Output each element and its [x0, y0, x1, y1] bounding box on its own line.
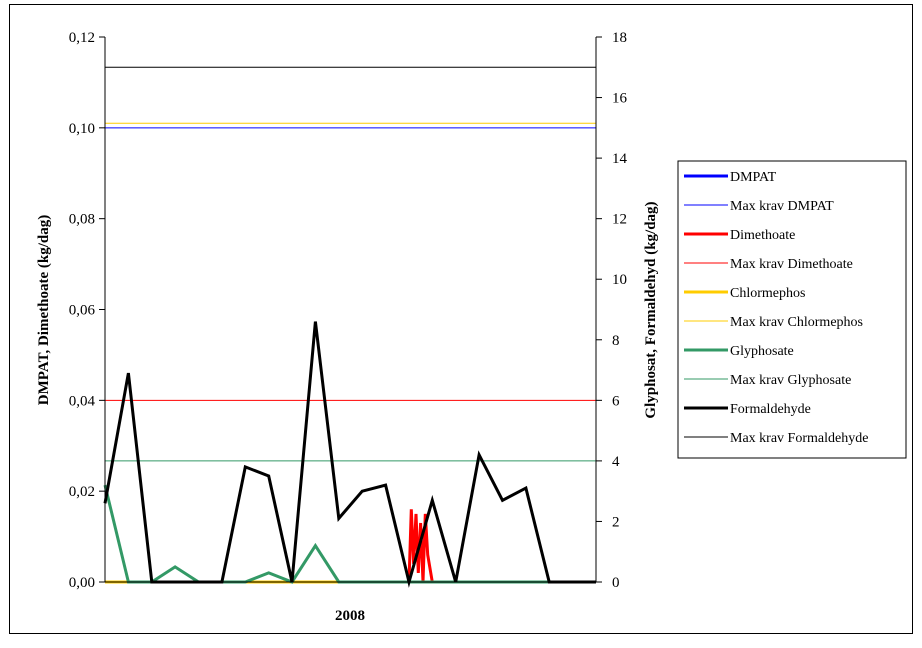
right-tick-label: 16	[612, 91, 628, 107]
series-formaldehyde	[103, 321, 596, 588]
legend-label-formaldehyde: Formaldehyde	[730, 402, 811, 417]
series-glyphosate	[103, 484, 596, 584]
right-tick-label: 18	[612, 30, 627, 46]
right-tick-label: 4	[612, 454, 620, 470]
right-tick-label: 8	[612, 333, 620, 349]
legend-label-chlormephos: Chlormephos	[730, 286, 805, 301]
left-axis-ticks: 0,00 0,02 0,04 0,06 0,08 0,10 0,12	[69, 30, 105, 591]
left-tick-label: 0,04	[69, 393, 96, 409]
legend: DMPAT Max krav DMPAT Dimethoate Max krav Di…	[677, 160, 907, 459]
left-tick-label: 0,06	[69, 303, 96, 319]
left-axis-title: DMPAT, Dimethoate (kg/dag)	[36, 215, 52, 405]
legend-label-max-krav-formaldehyde: Max krav Formaldehyde	[730, 431, 868, 446]
legend-label-max-krav-dimethoate: Max krav Dimethoate	[730, 257, 853, 272]
right-tick-label: 6	[612, 393, 620, 409]
axes	[104, 37, 597, 583]
right-tick-label: 12	[612, 212, 627, 228]
left-tick-label: 0,00	[69, 575, 95, 591]
legend-label-max-krav-chlormephos: Max krav Chlormephos	[730, 315, 863, 330]
legend-label-max-krav-glyphosate: Max krav Glyphosate	[730, 373, 851, 388]
right-tick-label: 0	[612, 575, 620, 591]
legend-label-dmpat: DMPAT	[730, 170, 777, 185]
right-axis-title: Glyphosat, Formaldehyd (kg/dag)	[643, 201, 659, 418]
right-tick-label: 10	[612, 272, 627, 288]
legend-label-max-krav-dmpat: Max krav DMPAT	[730, 199, 834, 214]
right-tick-label: 2	[612, 514, 620, 530]
left-tick-label: 0,08	[69, 212, 95, 228]
x-axis-title: 2008	[335, 608, 365, 624]
left-tick-label: 0,02	[69, 484, 95, 500]
legend-label-dimethoate: Dimethoate	[730, 228, 795, 243]
left-tick-label: 0,12	[69, 30, 95, 46]
plot-lines	[103, 66, 596, 588]
legend-label-glyphosate: Glyphosate	[730, 344, 794, 359]
left-tick-label: 0,10	[69, 121, 95, 137]
right-axis-ticks: 0 2 4 6 8 10 12 14 16 18	[596, 30, 628, 591]
right-tick-label: 14	[612, 151, 628, 167]
